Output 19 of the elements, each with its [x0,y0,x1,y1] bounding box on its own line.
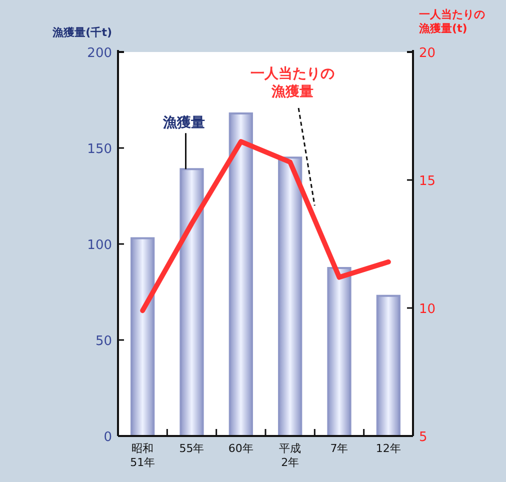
text: 一人当たりの漁獲量 [250,66,336,101]
x-tick-label: 55年 [179,442,204,455]
y-tick-label: 50 [95,334,112,349]
y-axis-title: 漁獲量(千t) [52,26,112,39]
x-tick-label: 昭和 51年 [130,442,156,469]
y2-tick-label: 20 [419,46,436,61]
series-label: 漁獲量 [162,115,205,132]
y-tick-label: 100 [87,238,112,253]
y-tick-label: 150 [87,142,112,157]
y2-tick-label: 5 [419,430,428,445]
x-tick-label: 12年 [376,442,401,455]
y-tick-label: 0 [104,430,112,445]
x-tick-label: 7年 [330,442,348,455]
y-tick-label: 200 [87,46,112,61]
y2-tick-label: 15 [419,174,436,189]
x-tick-label: 60年 [228,442,254,455]
x-tick-label: 平成 2年 [279,442,302,469]
y2-tick-label: 10 [419,302,436,317]
y2-axis-title: 一人当たりの漁獲量(t) [419,8,486,36]
